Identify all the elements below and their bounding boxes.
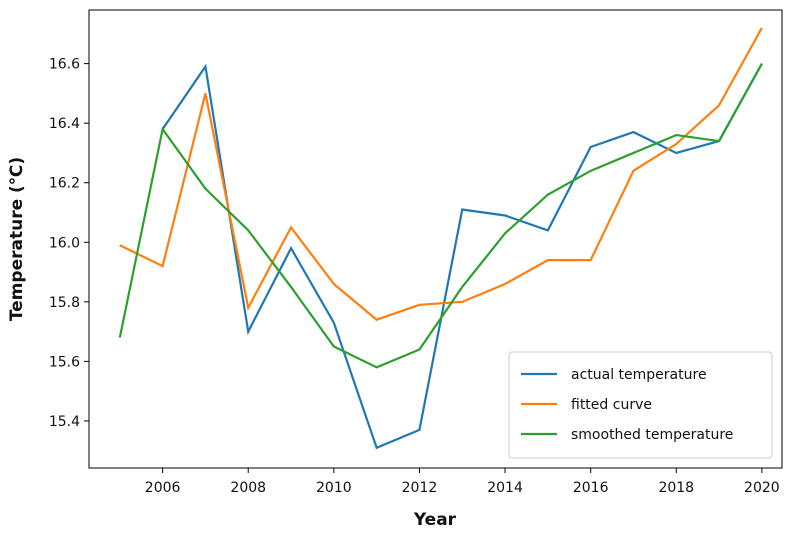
y-axis-label: Temperature (℃) — [7, 157, 27, 321]
y-tick-label: 16.0 — [49, 235, 80, 251]
y-tick-label: 15.8 — [49, 295, 80, 311]
x-tick-label: 2008 — [230, 480, 266, 496]
x-tick-label: 2010 — [316, 480, 352, 496]
y-tick-label: 16.6 — [49, 57, 80, 73]
line-series — [161, 63, 763, 450]
x-tick-label: 2014 — [487, 480, 523, 496]
legend-box — [508, 351, 773, 459]
x-axis-label: Year — [413, 510, 457, 530]
plot-frame — [88, 9, 783, 469]
line-series — [119, 27, 763, 321]
legend-label: actual temperature — [571, 367, 707, 383]
legend-label: smoothed temperature — [571, 427, 733, 443]
y-tick-label: 16.2 — [49, 176, 80, 192]
x-tick-label: 2018 — [658, 480, 694, 496]
y-tick-label: 15.4 — [49, 414, 80, 430]
x-tick-label: 2012 — [402, 480, 438, 496]
x-tick-label: 2020 — [744, 480, 780, 496]
legend-label: fitted curve — [571, 397, 652, 413]
x-tick-label: 2016 — [573, 480, 609, 496]
y-tick-label: 15.6 — [49, 354, 80, 370]
y-tick-label: 16.4 — [49, 116, 80, 132]
line-series — [118, 63, 763, 369]
x-tick-label: 2006 — [145, 480, 181, 496]
